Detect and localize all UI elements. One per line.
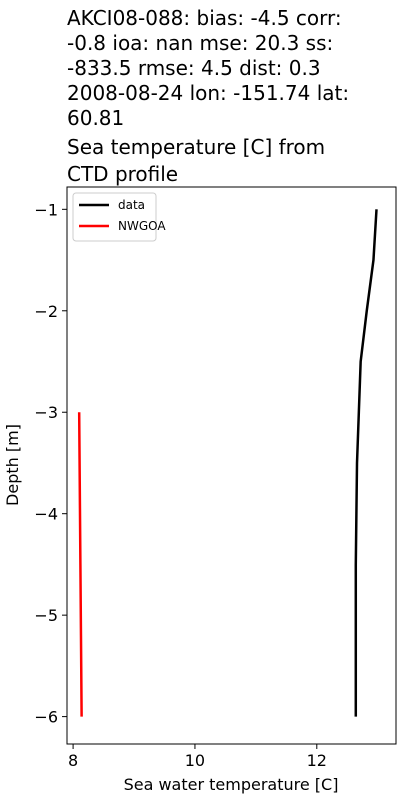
x-tick-label: 12	[307, 751, 327, 770]
title-line-3: -833.5 rmse: 4.5 dist: 0.3	[67, 56, 321, 80]
y-tick-label: −6	[34, 708, 58, 727]
y-axis-ticks: −1 −2 −3 −4 −5 −6	[34, 200, 67, 727]
x-tick-label: 10	[185, 751, 205, 770]
series-layer	[77, 209, 378, 717]
series-line-nwgoa	[77, 412, 83, 717]
legend: data NWGOA	[72, 192, 166, 242]
axes-frame	[66, 186, 397, 745]
x-axis-label: Sea water temperature [C]	[124, 775, 339, 794]
legend-label-data: data	[118, 198, 145, 212]
plot-area	[66, 186, 397, 745]
title-line-4: 2008-08-24 lon: -151.74 lat:	[67, 81, 349, 105]
y-tick-label: −4	[34, 505, 58, 524]
y-tick-label: −5	[34, 606, 58, 625]
title-line-7: CTD profile	[67, 162, 178, 186]
y-tick-label: −3	[34, 403, 58, 422]
title-line-5: 60.81	[67, 106, 124, 130]
chart-title: AKCI08-088: bias: -4.5 corr: -0.8 ioa: n…	[67, 6, 349, 186]
series-line-data	[354, 209, 378, 717]
legend-label-nwgoa: NWGOA	[118, 219, 166, 233]
title-line-2: -0.8 ioa: nan mse: 20.3 ss:	[67, 31, 333, 55]
y-axis-label: Depth [m]	[3, 424, 22, 506]
x-tick-label: 8	[68, 751, 78, 770]
x-axis-ticks: 8 10 12	[68, 744, 327, 770]
y-tick-label: −2	[34, 302, 58, 321]
y-tick-label: −1	[34, 200, 58, 219]
title-line-6: Sea temperature [C] from	[67, 135, 325, 159]
title-line-1: AKCI08-088: bias: -4.5 corr:	[67, 6, 342, 30]
